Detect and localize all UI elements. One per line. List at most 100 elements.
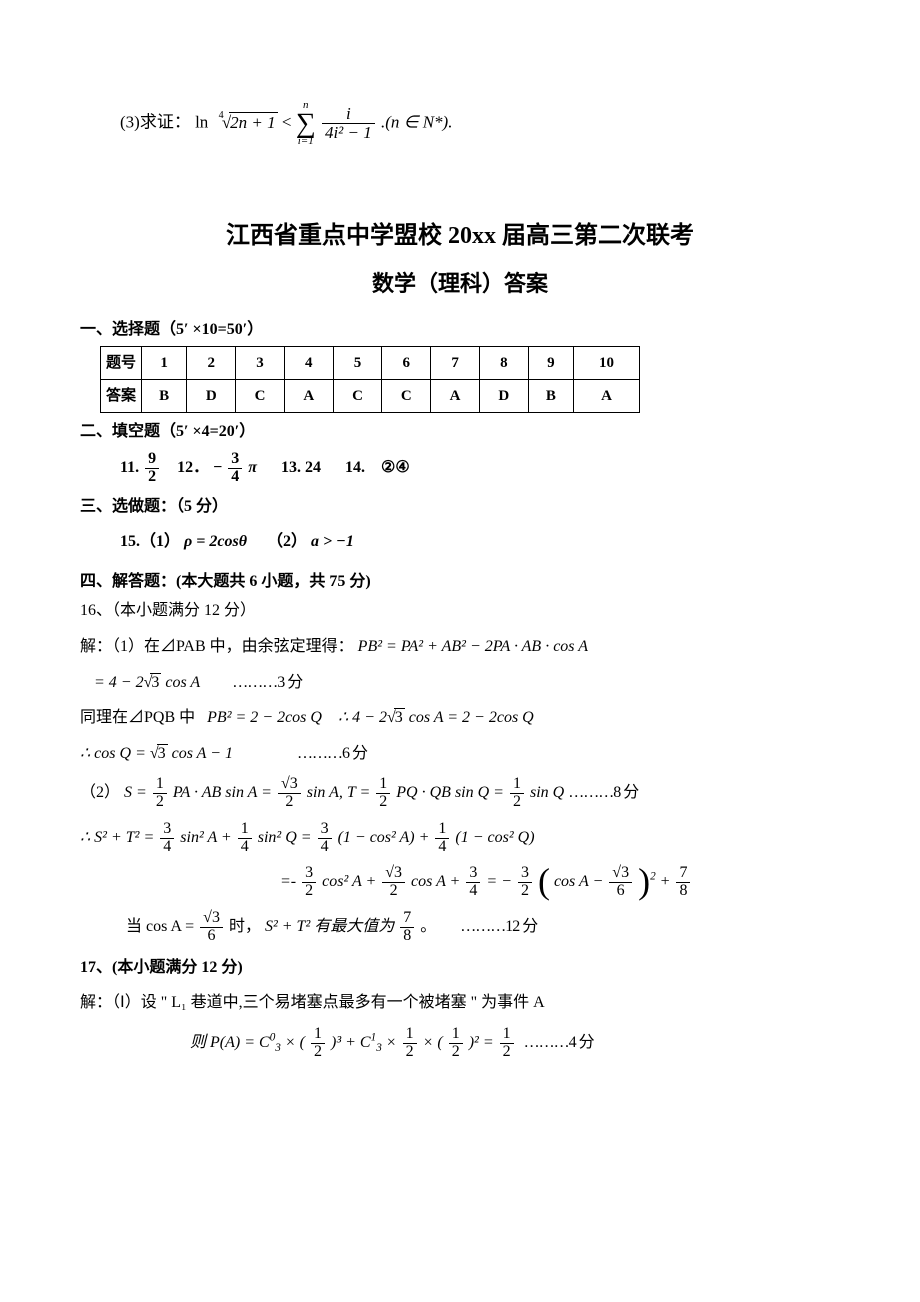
f34: 34 bbox=[318, 821, 332, 856]
score-note: ………8 分 bbox=[568, 784, 638, 801]
pre: 当 cos A = bbox=[126, 918, 198, 935]
den: 2 bbox=[145, 469, 159, 486]
post: cos A bbox=[161, 674, 200, 691]
post: 为事件 A bbox=[481, 994, 545, 1011]
q16-line8: 当 cos A = √36 时， S² + T² 有最大值为 78 。 ………1… bbox=[80, 910, 840, 945]
sub: 3 bbox=[275, 1042, 281, 1054]
d: 6 bbox=[200, 928, 223, 945]
half: 12 bbox=[403, 1026, 417, 1061]
text: 解：（1）在⊿PAB 中，由余弦定理得： bbox=[80, 638, 354, 655]
q15-line: 15.（1） ρ = 2cosθ （2） a > −1 bbox=[80, 529, 840, 555]
sum-lower: i=1 bbox=[296, 136, 316, 147]
score-note: ………3 分 bbox=[232, 674, 302, 691]
d: 2 bbox=[376, 794, 390, 811]
pre: 解：（Ⅰ）设 bbox=[80, 994, 157, 1011]
S: S = bbox=[124, 784, 151, 801]
n: 3 bbox=[160, 821, 174, 839]
expr: S² + T² 有最大值为 bbox=[265, 918, 394, 935]
c: = − bbox=[486, 873, 512, 890]
sqrt3-2: √32 bbox=[382, 865, 405, 900]
row-header: 题号 bbox=[101, 347, 142, 380]
q17-line1: 解：（Ⅰ）设 " L₁ 巷道中,三个易堵塞点最多有一个被堵塞 " 为事件 A bbox=[80, 990, 840, 1016]
d: 2 bbox=[278, 794, 301, 811]
fill-in-answers: 11. 9 2 12． − 3 4 π 13. 24 14. ②④ bbox=[80, 451, 840, 486]
den: 4 bbox=[228, 469, 242, 486]
f34: 34 bbox=[160, 821, 174, 856]
p2: × ( bbox=[423, 1034, 443, 1051]
cell: 7 bbox=[431, 347, 480, 380]
q14-value: ②④ bbox=[381, 455, 410, 481]
half: 12 bbox=[500, 1026, 514, 1061]
cell: A bbox=[431, 380, 480, 413]
end: 。 bbox=[420, 918, 436, 935]
cell: 6 bbox=[382, 347, 431, 380]
q12-fraction: 3 4 bbox=[228, 451, 242, 486]
d: 4 bbox=[238, 839, 252, 856]
expr1: PB² = 2 − 2cos Q bbox=[207, 709, 322, 726]
n: √3 bbox=[382, 865, 405, 883]
cell: 9 bbox=[528, 347, 573, 380]
score-note: ………6 分 bbox=[297, 745, 367, 762]
section-3-heading: 三、选做题：（5 分） bbox=[80, 494, 840, 520]
table-row: 题号 1 2 3 4 5 6 7 8 9 10 bbox=[101, 347, 640, 380]
mid: × bbox=[386, 1034, 401, 1051]
pre: 则 P(A) = C bbox=[190, 1034, 270, 1051]
num: 3 bbox=[228, 451, 242, 469]
q11-label: 11. bbox=[120, 459, 139, 476]
minus-sign: − bbox=[213, 459, 222, 476]
label: 题号 bbox=[106, 355, 136, 371]
a: cos² A + bbox=[322, 873, 380, 890]
d: 4 bbox=[160, 839, 174, 856]
q12-label: 12． bbox=[177, 459, 209, 476]
cell: D bbox=[479, 380, 528, 413]
paren-right-icon: ) bbox=[638, 861, 650, 901]
lt: < bbox=[282, 113, 296, 132]
n: 1 bbox=[500, 1026, 514, 1044]
d: 6 bbox=[609, 883, 632, 900]
cell: A bbox=[284, 380, 333, 413]
q16-line7: =- 32 cos² A + √32 cos A + 34 = − 32 ( c… bbox=[80, 865, 840, 900]
end: sin Q bbox=[530, 784, 564, 801]
sqrt3-6: √36 bbox=[200, 910, 223, 945]
summation: n ∑ i=1 bbox=[296, 100, 316, 147]
num: i bbox=[322, 105, 375, 124]
m2: sin A, T = bbox=[307, 784, 375, 801]
n: 1 bbox=[238, 821, 252, 839]
f32: 32 bbox=[518, 865, 532, 900]
n: 3 bbox=[466, 865, 480, 883]
section-2-heading: 二、填空题（5′ ×4=20′） bbox=[80, 419, 840, 445]
n: 1 bbox=[376, 776, 390, 794]
times: × ( bbox=[285, 1034, 305, 1051]
q16-line4: ∴ cos Q = 3 cos A − 1 ………6 分 bbox=[80, 741, 840, 767]
document-title-1: 江西省重点中学盟校 20xx 届高三第二次联考 bbox=[80, 217, 840, 255]
n: 1 bbox=[153, 776, 167, 794]
sq: 2 bbox=[650, 871, 656, 883]
label: 答案 bbox=[106, 388, 136, 404]
d: (1 − cos² Q) bbox=[455, 829, 534, 846]
b: sin² Q = bbox=[258, 829, 316, 846]
n: 3 bbox=[518, 865, 532, 883]
n: 1 bbox=[435, 821, 449, 839]
num: 9 bbox=[145, 451, 159, 469]
half: 12 bbox=[376, 776, 390, 811]
n: √3 bbox=[278, 776, 301, 794]
n: √3 bbox=[200, 910, 223, 928]
n: 7 bbox=[676, 865, 690, 883]
d: 2 bbox=[500, 1044, 514, 1061]
pre: = 4 − 2 bbox=[94, 674, 144, 691]
den: 4i² − 1 bbox=[322, 124, 375, 142]
paren-left-icon: ( bbox=[538, 861, 550, 901]
sqrt3-over-2: √32 bbox=[278, 776, 301, 811]
q15-label: 15.（1） bbox=[120, 533, 180, 550]
f14: 14 bbox=[435, 821, 449, 856]
a: sin² A + bbox=[180, 829, 235, 846]
label: （2） bbox=[80, 784, 120, 801]
ln: ln bbox=[195, 113, 208, 132]
rad: 3 bbox=[157, 744, 168, 762]
q14-label: 14. bbox=[345, 459, 365, 476]
q15-expr2: a > −1 bbox=[311, 533, 354, 550]
d: 2 bbox=[403, 1044, 417, 1061]
problem-3-statement: (3)求证： ln 4 2n + 1 < n ∑ i=1 i 4i² − 1 .… bbox=[80, 100, 840, 147]
pi: π bbox=[248, 459, 257, 476]
pre: ∴ S² + T² = bbox=[80, 829, 158, 846]
